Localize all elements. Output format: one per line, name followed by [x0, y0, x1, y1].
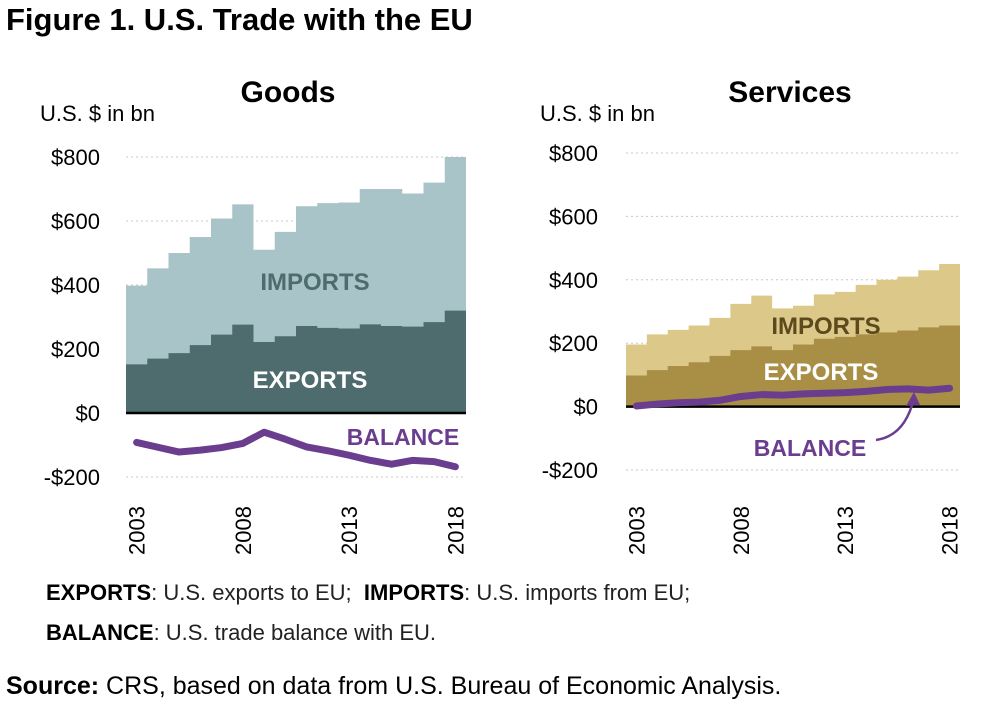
services-y-tick-label: $200	[549, 331, 598, 356]
goods-y-tick-label: $600	[51, 209, 100, 234]
services-y-tick-label: $400	[549, 268, 598, 293]
legend-line-1: EXPORTS: U.S. exports to EU; IMPORTS: U.…	[46, 580, 690, 606]
services-y-tick-label: -$200	[542, 458, 598, 483]
services-balance-arrowhead	[906, 392, 920, 406]
goods-y-tick-label: $200	[51, 337, 100, 362]
legend-term-balance: BALANCE	[46, 620, 154, 645]
source-note: Source: CRS, based on data from U.S. Bur…	[6, 672, 781, 701]
services-balance-label: BALANCE	[754, 435, 866, 461]
goods-exports-label: EXPORTS	[253, 367, 368, 394]
legend-term-exports: EXPORTS	[46, 580, 152, 605]
legend-line-2: BALANCE: U.S. trade balance with EU.	[46, 620, 436, 646]
goods-y-axis-label: U.S. $ in bn	[40, 101, 155, 126]
goods-y-tick-label: $0	[76, 401, 100, 426]
services-x-tick-label: 2018	[938, 506, 963, 555]
source-label: Source:	[6, 672, 100, 700]
goods-imports-label: IMPORTS	[260, 269, 369, 296]
figure-title: Figure 1. U.S. Trade with the EU	[6, 2, 473, 37]
legend-desc-imports: : U.S. imports from EU;	[464, 580, 691, 605]
services-exports-label: EXPORTS	[764, 359, 879, 386]
services-imports-label: IMPORTS	[771, 313, 880, 340]
goods-x-tick-label: 2008	[231, 506, 256, 555]
legend-desc-exports: : U.S. exports to EU;	[151, 580, 352, 605]
source-text: CRS, based on data from U.S. Bureau of E…	[99, 672, 782, 700]
services-panel-title: Services	[728, 76, 851, 109]
goods-y-tick-label: $800	[51, 145, 100, 170]
services-exports-area	[626, 325, 960, 407]
trade-charts: Goods U.S. $ in bn $800 $600 $400 $200 $0 -$200…	[40, 76, 963, 555]
goods-panel-title: Goods	[241, 76, 336, 109]
goods-x-tick-label: 2018	[443, 506, 468, 555]
legend-desc-balance: : U.S. trade balance with EU.	[153, 620, 437, 645]
goods-x-tick-label: 2003	[125, 506, 150, 555]
goods-balance-label: BALANCE	[347, 424, 459, 450]
goods-balance-line	[133, 428, 459, 471]
services-y-axis-label: U.S. $ in bn	[540, 101, 655, 126]
services-balance-line	[632, 384, 954, 410]
services-x-tick-label: 2008	[729, 506, 754, 555]
goods-y-tick-label: $400	[51, 273, 100, 298]
services-y-tick-label: $800	[549, 141, 598, 166]
legend-term-imports: IMPORTS	[363, 580, 465, 605]
services-y-tick-label: $600	[549, 204, 598, 229]
goods-x-tick-label: 2013	[337, 506, 362, 555]
services-y-tick-label: $0	[574, 395, 598, 420]
services-x-tick-label: 2013	[833, 506, 858, 555]
services-x-tick-label: 2003	[624, 506, 649, 555]
goods-y-tick-label: -$200	[44, 465, 100, 490]
goods-exports-area	[126, 310, 466, 413]
